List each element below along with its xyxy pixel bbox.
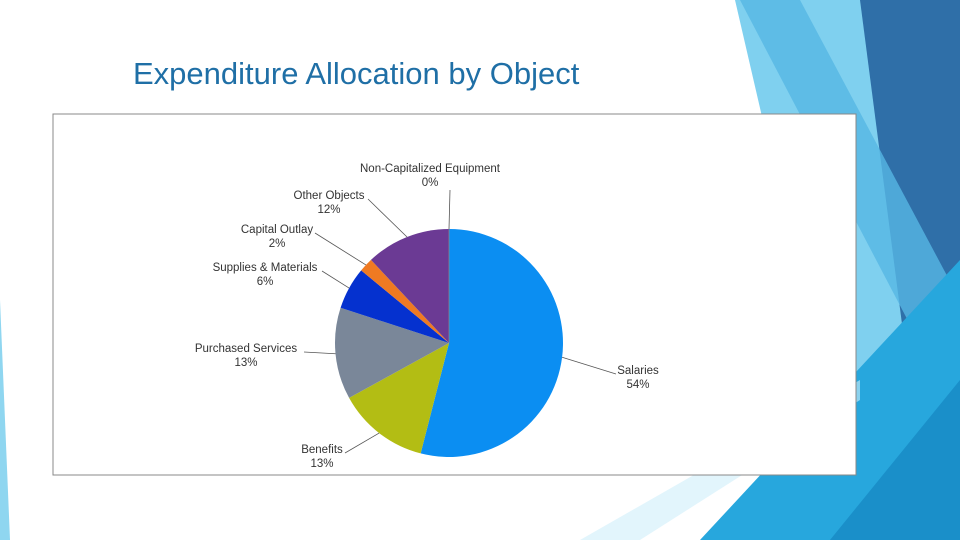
slice-value-label: 13% [310,458,333,470]
slice-label: Salaries [617,365,659,377]
slice-value-label: 6% [257,276,274,288]
slice-label: Purchased Services [195,343,298,355]
chart-title: Expenditure Allocation by Object [133,56,580,91]
slice-label: Benefits [301,444,343,456]
leader-line [448,189,451,230]
leader-line [561,356,617,375]
slice-value-label: 13% [234,357,257,369]
pie-slice [361,259,449,343]
pie-slice [334,307,449,398]
leader-line [321,270,350,289]
slice-value-label: 0% [422,177,439,189]
slice-value-label: 54% [626,379,649,391]
leader-line [303,351,336,355]
slice-value-label: 2% [269,238,286,250]
pie-slice [349,343,449,454]
leader-line [367,198,408,238]
pie-slice [370,229,449,343]
slice-value-label: 12% [317,204,340,216]
pie-slice [420,229,563,457]
pie-slice [340,270,449,343]
slice-label: Capital Outlay [241,224,313,236]
leader-line [344,432,380,454]
leader-line [314,232,367,266]
slice-label: Other Objects [294,190,365,202]
slice-label: Non-Capitalized Equipment [360,163,501,175]
slice-label: Supplies & Materials [213,262,318,274]
